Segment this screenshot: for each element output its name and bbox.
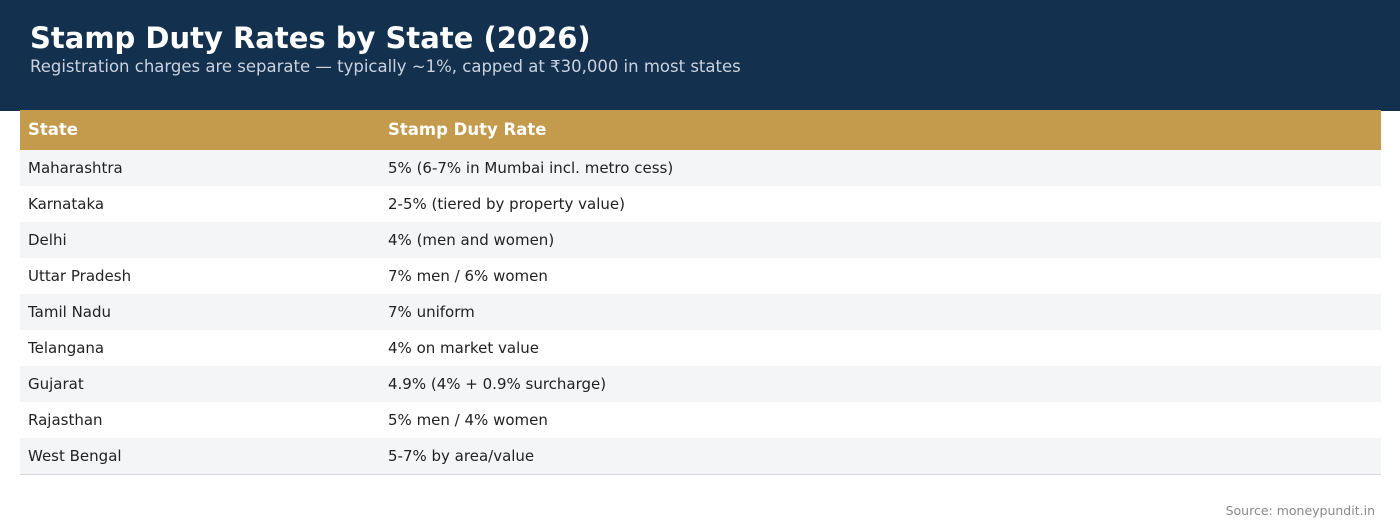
table-row: West Bengal 5-7% by area/value <box>20 438 1381 474</box>
state-cell: Maharashtra <box>28 159 123 177</box>
table-header-row: State Stamp Duty Rate <box>20 110 1381 150</box>
state-cell: Telangana <box>28 339 105 357</box>
source-credit: Source: moneypundit.in <box>1225 503 1375 518</box>
state-cell: Rajasthan <box>28 411 103 429</box>
rate-cell: 5% (6-7% in Mumbai incl. metro cess) <box>388 159 674 177</box>
table-row: Telangana 4% on market value <box>20 330 1381 366</box>
column-header-state: State <box>28 120 78 139</box>
page-title: Stamp Duty Rates by State (2026) <box>30 21 591 55</box>
state-cell: Tamil Nadu <box>28 303 112 321</box>
table-row: Delhi 4% (men and women) <box>20 222 1381 258</box>
rate-cell: 4.9% (4% + 0.9% surcharge) <box>388 375 607 393</box>
table-row: Maharashtra 5% (6-7% in Mumbai incl. met… <box>20 150 1381 186</box>
page-header: Stamp Duty Rates by State (2026) Registr… <box>0 0 1400 111</box>
table-bottom-divider <box>20 474 1381 475</box>
table-row: Gujarat 4.9% (4% + 0.9% surcharge) <box>20 366 1381 402</box>
table-row: Tamil Nadu 7% uniform <box>20 294 1381 330</box>
state-cell: Delhi <box>28 231 67 249</box>
state-cell: West Bengal <box>28 447 122 465</box>
column-header-rate: Stamp Duty Rate <box>388 120 547 139</box>
table-row: Rajasthan 5% men / 4% women <box>20 402 1381 438</box>
rate-cell: 7% uniform <box>388 303 475 321</box>
rate-cell: 4% (men and women) <box>388 231 555 249</box>
state-cell: Gujarat <box>28 375 84 393</box>
stamp-duty-table: State Stamp Duty Rate Maharashtra 5% (6-… <box>20 110 1381 475</box>
state-cell: Uttar Pradesh <box>28 267 132 285</box>
rate-cell: 5% men / 4% women <box>388 411 548 429</box>
state-cell: Karnataka <box>28 195 105 213</box>
table-row: Uttar Pradesh 7% men / 6% women <box>20 258 1381 294</box>
rate-cell: 4% on market value <box>388 339 539 357</box>
rate-cell: 5-7% by area/value <box>388 447 535 465</box>
table-row: Karnataka 2-5% (tiered by property value… <box>20 186 1381 222</box>
rate-cell: 7% men / 6% women <box>388 267 548 285</box>
rate-cell: 2-5% (tiered by property value) <box>388 195 625 213</box>
page-subtitle: Registration charges are separate — typi… <box>30 57 741 76</box>
